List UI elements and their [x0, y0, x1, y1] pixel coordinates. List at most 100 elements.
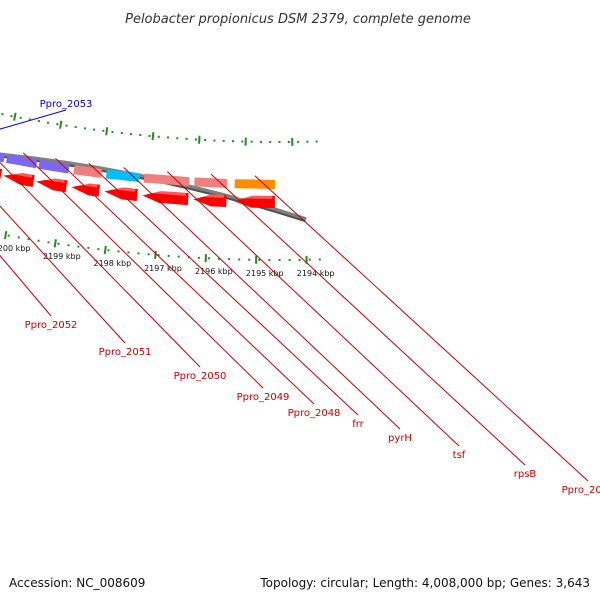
- inner-scale-dot: [176, 137, 179, 140]
- gene-arrow-highlight: [236, 195, 273, 199]
- gene-function-band: [0, 152, 6, 163]
- inner-scale-dot: [185, 137, 188, 140]
- gene-arrow-highlight: [74, 181, 98, 188]
- scale-dot: [197, 256, 200, 259]
- gene-leader-line: [0, 161, 201, 368]
- inner-scale-dot: [241, 140, 244, 143]
- gene-label-reverse: Ppro_2052: [25, 320, 78, 331]
- inner-scale-dot: [93, 128, 96, 131]
- inner-scale-dot: [139, 134, 142, 136]
- scale-dot: [17, 236, 20, 239]
- scale-dot: [137, 252, 140, 255]
- gene-leader-line: [210, 173, 526, 466]
- gene-arrow-highlight: [6, 170, 33, 178]
- scale-dot: [177, 255, 180, 258]
- scale-dot: [97, 248, 100, 251]
- scale-dot: [157, 254, 160, 257]
- inner-scale-dot: [47, 121, 50, 124]
- gene-label-reverse: Ppro_2043: [562, 485, 600, 496]
- scale-dot: [238, 258, 241, 261]
- inner-scale-dot: [315, 140, 318, 143]
- accession-text: Accession: NC_008609: [9, 576, 145, 590]
- inner-scale-dot: [250, 140, 253, 143]
- gene-label-reverse: Ppro_2051: [99, 347, 152, 358]
- scale-label: 2197 kbp: [144, 264, 182, 273]
- scale-tick: [53, 239, 57, 248]
- inner-scale-dot: [56, 123, 59, 126]
- scale-tick: [3, 230, 8, 240]
- inner-scale-dot: [83, 127, 86, 130]
- gene-function-band: [6, 154, 38, 169]
- inner-scale-dot: [287, 141, 290, 143]
- gene-labels: Ppro_2053 Ppro_2052 Ppro_2051 Ppro_2050 Ppro…: [0, 99, 600, 496]
- gene-arrow-reverse: [3, 173, 35, 187]
- gene-label-reverse: Ppro_2049: [237, 392, 290, 403]
- inner-scale-dot: [194, 138, 197, 141]
- scale-dot: [207, 257, 210, 260]
- inner-scale-dot: [28, 118, 31, 121]
- inner-scale-dot: [65, 124, 68, 127]
- gene-leader-line: [123, 167, 401, 430]
- scale-dot: [87, 246, 90, 249]
- gene-function-band: [143, 173, 190, 187]
- scale-label: 2198 kbp: [94, 259, 132, 268]
- scale-dot: [117, 250, 120, 253]
- gene-label-reverse: frr: [352, 419, 364, 430]
- scale-dot: [268, 259, 271, 261]
- gene-function-band: [234, 179, 275, 189]
- inner-scale-dot: [19, 116, 22, 119]
- scale-tick: [154, 250, 157, 259]
- page-title: Pelobacter propionicus DSM 2379, complet…: [125, 12, 471, 27]
- gene-label-reverse: Ppro_2050: [174, 371, 227, 382]
- scale-dot: [37, 239, 40, 242]
- inner-scale-dot: [204, 139, 207, 141]
- gene-arrow-highlight: [39, 176, 65, 183]
- gene-function-band: [105, 169, 140, 183]
- inner-scale-dot: [111, 131, 114, 133]
- gene-label-reverse: Ppro_2048: [288, 408, 341, 419]
- gene-arrow-highlight: [196, 193, 225, 198]
- gene-label-reverse: rpsB: [514, 469, 537, 480]
- scale-dot: [7, 234, 10, 237]
- inner-scale-dot: [148, 134, 151, 137]
- gene-leader-line: [0, 254, 52, 317]
- scale-dot: [308, 258, 311, 261]
- inner-scale-tick: [13, 112, 17, 121]
- gene-arrow-highlight: [145, 189, 186, 196]
- gene-leader-line: [254, 175, 589, 482]
- inner-scale-dot: [269, 141, 272, 143]
- scale-label: 2200 kbp: [0, 244, 30, 253]
- gene-leader-line: [55, 157, 315, 405]
- scale-dot: [228, 258, 231, 261]
- scale-tick: [103, 245, 107, 255]
- gene-leader-line: [22, 152, 264, 389]
- gene-arrow-reverse: [193, 194, 227, 207]
- inner-scale-tick: [105, 127, 109, 136]
- scale-dot: [258, 258, 261, 261]
- inner-scale-dot: [157, 135, 160, 138]
- scale-dot: [107, 249, 110, 252]
- gene-leader-line: [166, 171, 460, 447]
- gene-arrow-reverse: [0, 168, 3, 181]
- inner-scale-dot: [130, 133, 132, 136]
- scale-dot: [147, 253, 150, 256]
- scale-dot: [218, 257, 220, 260]
- scale-dot: [57, 242, 60, 245]
- scale-label: 2195 kbp: [246, 269, 284, 278]
- scale-dot: [318, 258, 321, 261]
- scale-label: 2196 kbp: [195, 267, 233, 276]
- inner-scale-tick: [151, 132, 155, 141]
- scale-dot: [67, 244, 70, 247]
- gene-leader-line: [0, 205, 126, 344]
- gene-label-reverse: tsf: [453, 450, 466, 461]
- scale-label: 2194 kbp: [297, 269, 335, 278]
- inner-scale-dot: [259, 140, 262, 143]
- inner-scale-dot: [74, 126, 77, 128]
- inner-scale-dot: [10, 115, 13, 118]
- gene-leader-line: [88, 162, 359, 416]
- reverse-strand-track: [0, 152, 275, 208]
- gene-function-band: [194, 177, 228, 188]
- inner-scale-dot: [297, 140, 300, 143]
